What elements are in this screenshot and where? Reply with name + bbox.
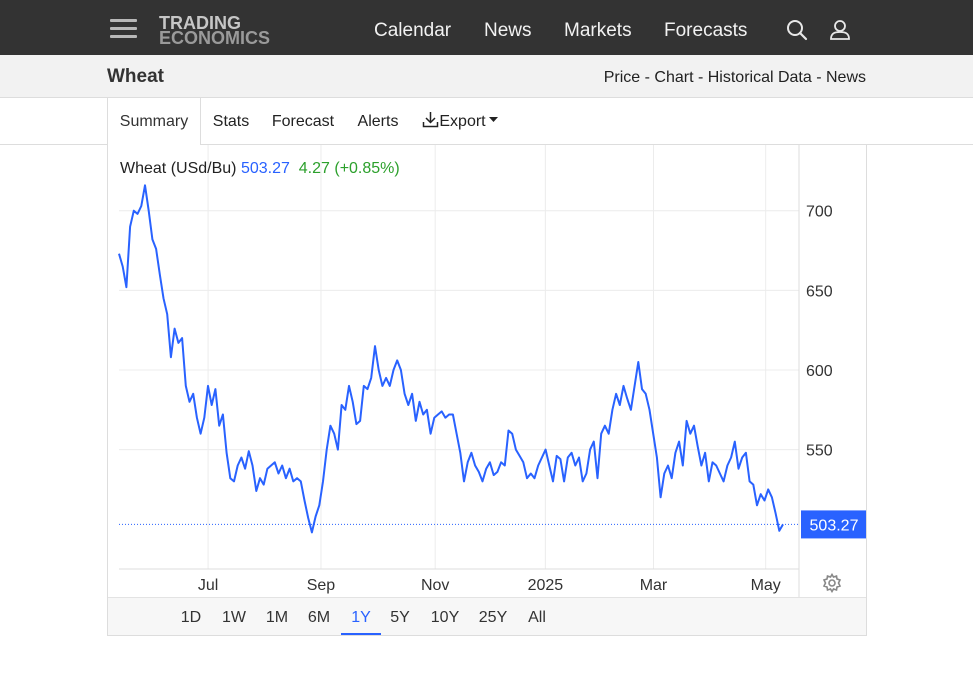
price-series-line [118, 184, 784, 534]
y-tick-label: 650 [806, 283, 833, 300]
link-separator: - [640, 69, 655, 86]
tab-stats[interactable]: Stats [212, 113, 250, 130]
sub-navigation: Price - Chart - Historical Data - News [604, 69, 866, 87]
range-1m[interactable]: 1M [265, 609, 289, 626]
caret-down-icon [488, 117, 498, 122]
y-tick-label: 700 [806, 204, 833, 221]
tab-summary[interactable]: Summary [107, 98, 201, 145]
y-tick-label: 550 [806, 443, 833, 460]
x-tick-label: Nov [421, 577, 449, 594]
x-tick-label: May [751, 577, 781, 594]
top-navigation-bar: TRADING ECONOMICS Calendar News Markets … [0, 0, 973, 55]
legend-change-pct: (+0.85%) [334, 160, 400, 177]
range-10y[interactable]: 10Y [430, 609, 460, 626]
tab-alerts[interactable]: Alerts [357, 113, 399, 130]
price-chart[interactable]: 550 600 650 700 Jul Sep Nov 2025 Mar May 503.27 [108, 145, 866, 597]
page-title: Wheat [107, 66, 164, 87]
search-icon[interactable] [786, 19, 808, 41]
nav-forecasts[interactable]: Forecasts [664, 20, 748, 41]
chart-legend: Wheat (USd/Bu) 503.27 4.27 (+0.85%) [120, 160, 400, 178]
range-1y[interactable]: 1Y [341, 598, 381, 635]
chart-panel: 550 600 650 700 Jul Sep Nov 2025 Mar May 503.27 Wh… [107, 145, 867, 636]
x-tick-label: Sep [307, 577, 336, 594]
nav-markets[interactable]: Markets [564, 20, 632, 41]
range-6m[interactable]: 6M [307, 609, 331, 626]
sub-header: Wheat Price - Chart - Historical Data - … [0, 55, 973, 98]
last-price-label: 503.27 [810, 517, 859, 534]
legend-series-name: Wheat (USd/Bu) [120, 160, 237, 177]
legend-change: 4.27 [298, 160, 330, 177]
nav-news[interactable]: News [484, 20, 532, 41]
tab-export-label: Export [439, 113, 486, 130]
link-historical-data[interactable]: Historical Data [707, 69, 812, 86]
logo[interactable]: TRADING ECONOMICS [159, 13, 294, 49]
x-tick-label: Mar [640, 577, 668, 594]
link-chart[interactable]: Chart [654, 69, 694, 86]
y-tick-label: 600 [806, 363, 833, 380]
nav-calendar[interactable]: Calendar [374, 20, 452, 41]
legend-price: 503.27 [240, 160, 290, 177]
settings-gear-icon[interactable] [822, 572, 842, 594]
range-selector: 1D 1W 1M 6M 1Y 5Y 10Y 25Y All [108, 597, 866, 635]
x-tick-label: 2025 [528, 577, 564, 594]
range-5y[interactable]: 5Y [390, 609, 410, 626]
download-icon [423, 112, 439, 128]
last-price-badge [801, 510, 866, 539]
link-price[interactable]: Price [603, 69, 641, 86]
user-icon[interactable] [829, 19, 851, 41]
range-all[interactable]: All [528, 609, 546, 626]
logo-line-2: ECONOMICS [159, 28, 271, 48]
menu-icon[interactable] [110, 17, 138, 41]
link-news[interactable]: News [825, 69, 866, 86]
link-separator: - [811, 69, 826, 86]
range-1d[interactable]: 1D [180, 609, 202, 626]
link-separator: - [693, 69, 708, 86]
logo-line-1: TRADING [159, 13, 241, 33]
tab-forecast[interactable]: Forecast [271, 113, 335, 130]
tab-bar: Summary Stats Forecast Alerts Export [0, 98, 973, 145]
range-1w[interactable]: 1W [222, 609, 246, 626]
x-tick-label: Jul [198, 577, 218, 594]
range-25y[interactable]: 25Y [478, 609, 508, 626]
tab-export[interactable]: Export [414, 98, 506, 145]
